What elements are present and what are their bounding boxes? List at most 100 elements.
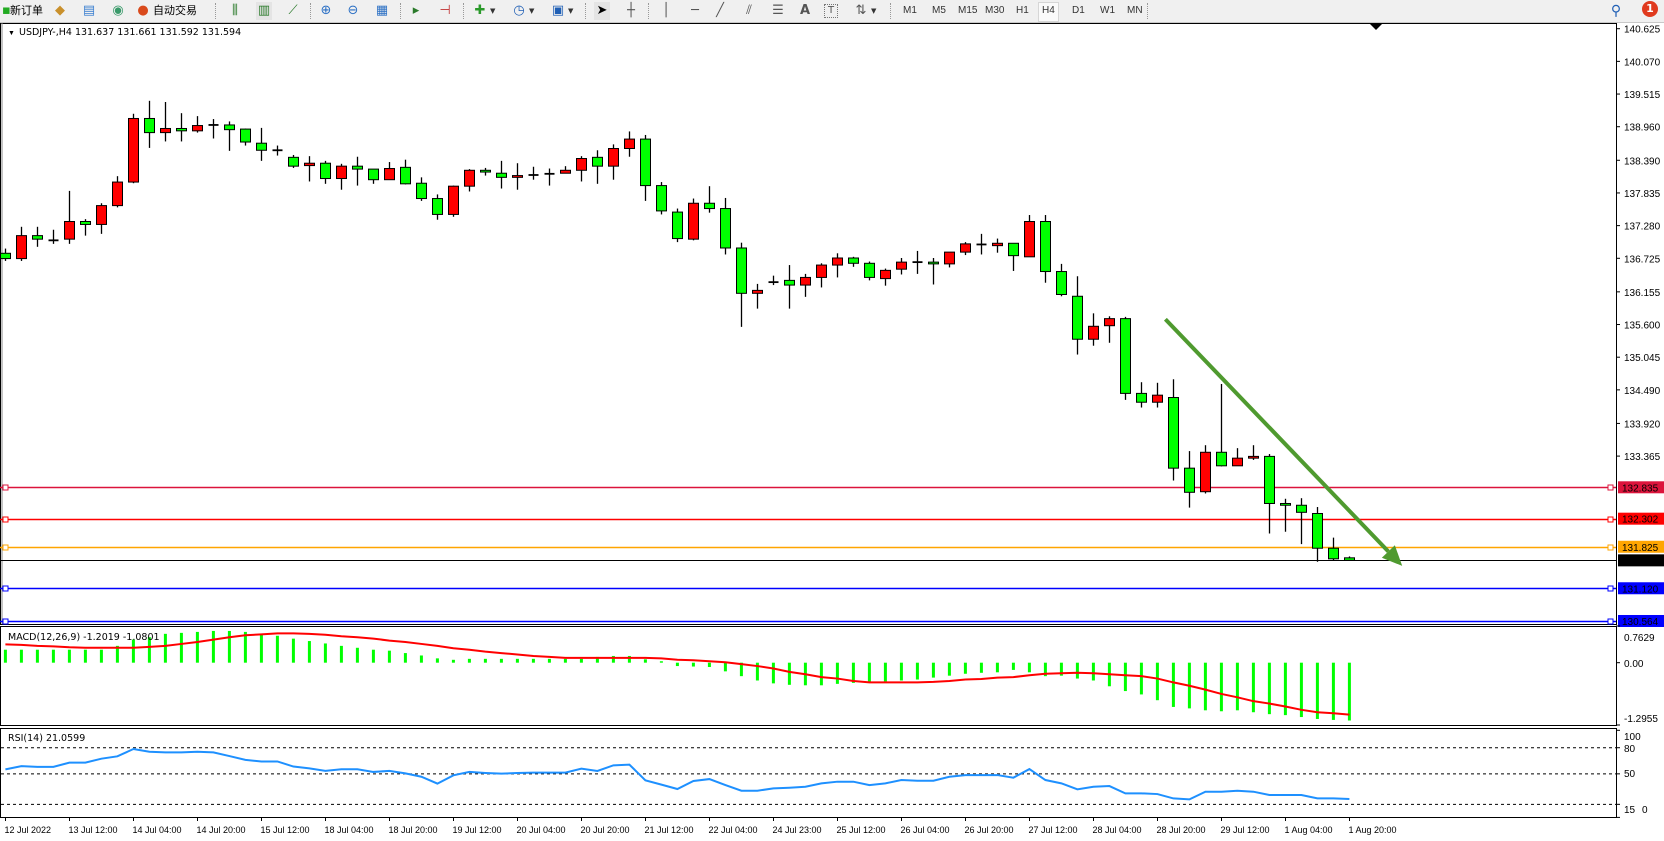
macd-histogram-bar [627,655,631,663]
candlestick-button[interactable]: ▥ [256,2,272,20]
chart-shift-button[interactable]: ⊣ [437,2,453,20]
crosshair-button[interactable]: ┼ [623,2,639,20]
rsi-panel[interactable] [0,728,1617,818]
timeframe-m5[interactable]: M5 [932,5,946,16]
zoom-in-button[interactable]: ⊕ [318,2,334,20]
data-window-button[interactable]: ▤ [81,2,97,20]
macd-panel[interactable] [0,626,1617,726]
timeframe-h1[interactable]: H1 [1016,5,1029,16]
time-tick-label: 29 Jul 12:00 [1221,825,1270,835]
macd-histogram-bar [515,658,519,663]
line-handle[interactable] [1607,484,1614,491]
timeframe-mn[interactable]: MN [1127,5,1143,16]
trend-arrow-line[interactable] [1163,317,1390,553]
timeframe-h4[interactable]: H4 [1038,2,1059,22]
macd-histogram-bar [947,662,951,676]
macd-histogram-bar [387,650,391,663]
auto-trading-button[interactable]: ● 自动交易 [135,2,197,20]
line-handle[interactable] [1607,618,1614,625]
macd-histogram-bar [51,649,55,663]
macd-histogram-bar [1251,662,1255,713]
auto-scroll-button[interactable]: ▸ [408,2,424,20]
market-watch-button[interactable]: ◆ [52,2,68,20]
horizontal-line-button[interactable]: ─ [687,2,703,20]
candle-body [256,142,267,151]
zoom-out-button[interactable]: ⊖ [345,2,361,20]
new-order-button[interactable]: ▪ 新订单 [2,2,43,20]
text-button[interactable]: A [797,2,813,20]
line-handle[interactable] [1607,544,1614,551]
timeframe-m15[interactable]: M15 [958,5,978,16]
dropdown-arrow-icon: ▼ [568,7,574,15]
templates-button[interactable]: ▣ ▼ [550,2,574,20]
line-handle[interactable] [2,618,9,625]
arrows-button[interactable]: ⇅ ▼ [853,2,877,20]
line-handle[interactable] [1607,516,1614,523]
candle [192,116,203,133]
candle-body [1200,451,1211,493]
candle-body [1008,242,1019,257]
periods-button[interactable]: ◷ ▼ [511,2,534,20]
macd-histogram-bar [323,643,327,663]
candle-body [448,185,459,215]
signals-icon: ◉ [112,3,124,18]
trendline-button[interactable]: ╱ [712,2,728,20]
candle-body [672,211,683,240]
candle-body [1344,557,1355,561]
line-chart-button[interactable]: ⟋ [285,2,301,20]
candle-body [368,168,379,181]
candle-body [144,117,155,134]
macd-histogram-bar [371,649,375,663]
macd-tick-label: -1.2955 [1624,714,1658,725]
macd-histogram-bar [1075,662,1079,679]
candle [656,182,667,215]
timeframe-d1[interactable]: D1 [1072,5,1085,16]
macd-histogram-bar [1283,662,1287,716]
timeframe-m1[interactable]: M1 [903,5,917,16]
candle [720,197,731,255]
macd-histogram-bar [195,631,199,663]
timeframe-m30[interactable]: M30 [985,5,1005,16]
line-handle[interactable] [2,585,9,592]
collapse-triangle-icon[interactable]: ▼ [8,30,15,37]
candle-body [1264,455,1275,504]
macd-histogram-bar [147,637,151,663]
candle [1232,448,1243,467]
bar-chart-button[interactable]: ⫼ [227,2,243,20]
candle-body [864,262,875,278]
macd-histogram-bar [1139,662,1143,695]
signals-button[interactable]: ◉ [110,2,126,20]
equidistant-channel-button[interactable]: ⫽ [741,2,757,20]
trend-arrow-head-icon[interactable] [1381,545,1403,566]
candle [304,156,315,182]
macd-histogram-bar [1331,662,1335,720]
macd-histogram-bar [787,662,791,685]
candle [1200,445,1211,494]
line-handle[interactable] [2,484,9,491]
vertical-line-button[interactable]: │ [658,2,674,20]
text-label-button[interactable]: T [824,2,838,20]
candle [624,131,635,157]
text-label-icon: T [824,4,838,18]
indicators-button[interactable]: ✚ ▼ [472,2,496,20]
candle-body [128,117,139,183]
search-button[interactable]: ⚲ [1608,2,1624,20]
tile-windows-button[interactable]: ▦ [374,2,390,20]
fibonacci-button[interactable]: ☰ [770,2,786,20]
candle [1184,451,1195,508]
line-handle[interactable] [2,544,9,551]
line-handle[interactable] [1607,585,1614,592]
line-handle[interactable] [2,516,9,523]
notification-icon[interactable]: 1 [1642,1,1658,17]
main-chart-panel[interactable] [0,23,1617,625]
candle [256,127,267,161]
candle-body [608,148,619,167]
candle-body [784,279,795,286]
time-tick-label: 22 Jul 04:00 [709,825,758,835]
chart-shift-marker-icon[interactable] [1370,24,1382,30]
macd-histogram-bar [851,662,855,683]
timeframe-w1[interactable]: W1 [1100,5,1115,16]
price-line-label: 131.825 [1622,543,1659,554]
cursor-button[interactable]: ➤ [594,2,610,20]
